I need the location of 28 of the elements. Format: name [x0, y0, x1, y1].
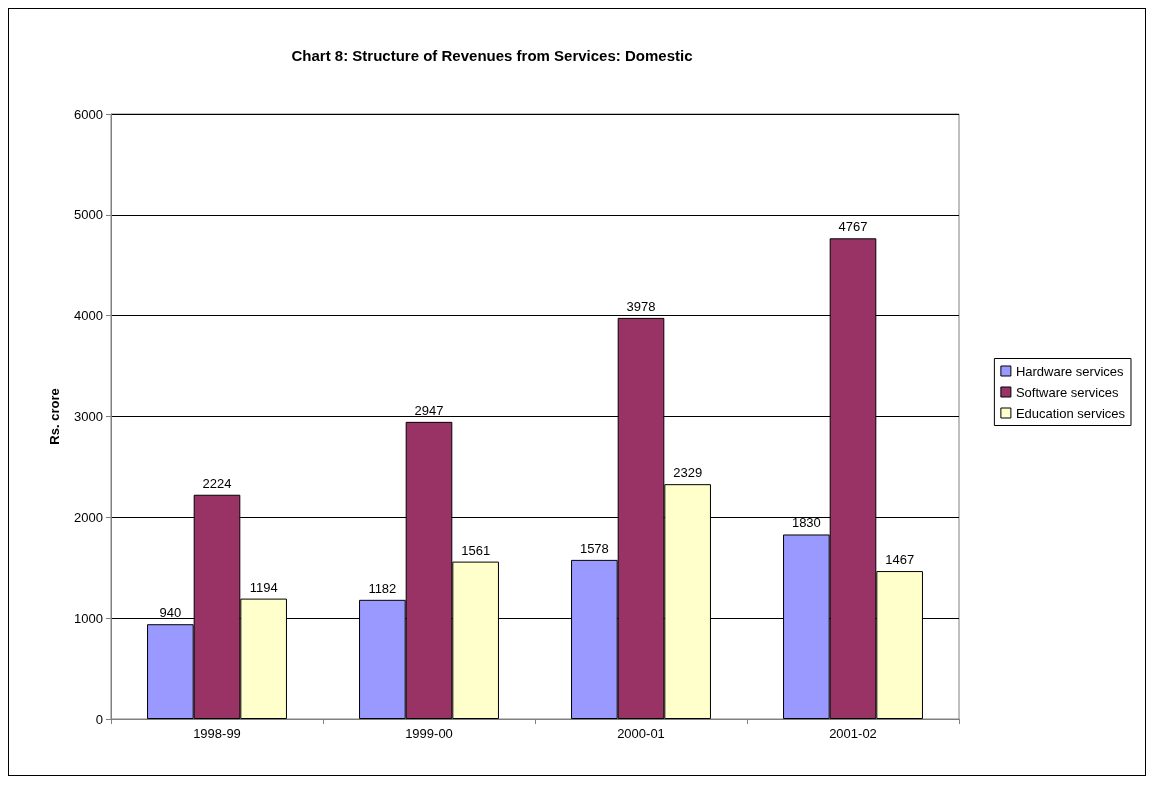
data-label: 2329 — [673, 465, 703, 481]
y-tick-label: 6000 — [74, 106, 103, 122]
data-label: 940 — [159, 605, 182, 621]
data-label: 4767 — [838, 219, 868, 235]
legend-label: Hardware services — [1015, 363, 1125, 379]
x-tick-label: 2001-02 — [829, 726, 877, 741]
y-tick-label: 2000 — [74, 509, 103, 525]
y-tick-label: 3000 — [74, 409, 103, 424]
data-label: 2224 — [202, 475, 232, 491]
data-label: 1194 — [249, 579, 278, 595]
data-label: 3978 — [626, 298, 656, 314]
legend-label: Education services — [1015, 405, 1126, 421]
data-label: 1182 — [368, 580, 397, 596]
y-tick-label: 5000 — [74, 207, 103, 223]
y-tick-label: 1000 — [74, 610, 103, 626]
x-tick-label: 1998-99 — [193, 726, 241, 741]
x-tick-label: 2000-01 — [617, 726, 665, 741]
data-label: 1467 — [885, 552, 915, 568]
data-label: 1830 — [791, 515, 821, 531]
legend-label: Software services — [1015, 384, 1119, 400]
x-tick-label: 1999-00 — [405, 726, 453, 741]
y-tick-label: 0 — [95, 711, 103, 727]
data-label: 1578 — [579, 540, 609, 556]
data-label: 2947 — [414, 402, 444, 418]
y-tick-label: 4000 — [74, 308, 103, 324]
chart-title: Chart 8: Structure of Revenues from Services: Domestic — [291, 47, 693, 64]
y-axis-title: Rs. crore — [47, 388, 62, 445]
data-label: 1561 — [461, 542, 491, 558]
